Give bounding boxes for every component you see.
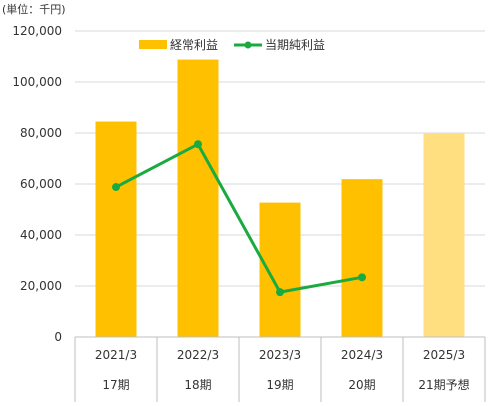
unit-label: (単位：千円) <box>2 2 66 16</box>
bar-ordinary-profit <box>341 179 383 337</box>
gridlines <box>75 30 485 287</box>
legend-label-ordinary-profit: 経常利益 <box>170 38 218 52</box>
period-label: 17期 <box>102 378 129 392</box>
net-income-line <box>112 140 366 297</box>
legend-label-net-income: 当期純利益 <box>265 38 325 52</box>
y-tick-label: 100,000 <box>12 75 62 89</box>
net-income-point <box>358 273 366 282</box>
category-axis: 2021/3 2022/3 2023/3 2024/3 2025/3 17期 18期 19期 2… <box>74 336 486 402</box>
y-tick-label: 60,000 <box>20 177 62 191</box>
bar-ordinary-profit <box>177 59 219 338</box>
y-tick-label: 120,000 <box>12 24 62 38</box>
legend-marker-net-income <box>244 41 252 49</box>
period-label: 20期 <box>348 378 375 392</box>
category-label: 2025/3 <box>423 348 465 362</box>
net-income-point <box>276 288 284 297</box>
category-label: 2021/3 <box>95 348 137 362</box>
bar-ordinary-profit <box>95 121 137 338</box>
net-income-line-path <box>115 142 363 294</box>
category-label: 2023/3 <box>259 348 301 362</box>
legend: 経常利益 当期純利益 <box>139 38 325 52</box>
y-tick-label: 0 <box>54 330 62 344</box>
y-tick-label: 40,000 <box>20 228 62 242</box>
category-label: 2024/3 <box>341 348 383 362</box>
period-label: 19期 <box>266 378 293 392</box>
bar-ordinary-profit <box>259 202 301 337</box>
y-tick-label: 20,000 <box>20 279 62 293</box>
category-label: 2022/3 <box>177 348 219 362</box>
net-income-point <box>112 183 120 192</box>
legend-swatch-ordinary-profit <box>139 40 167 49</box>
net-income-point <box>194 140 202 149</box>
y-axis-tick-labels: 0 20,000 40,000 60,000 80,000 100,000 120,000 <box>12 24 62 344</box>
bar-ordinary-profit-forecast <box>423 133 465 337</box>
period-label: 21期予想 <box>418 377 469 392</box>
period-label: 18期 <box>184 378 211 392</box>
y-tick-label: 80,000 <box>20 126 62 140</box>
